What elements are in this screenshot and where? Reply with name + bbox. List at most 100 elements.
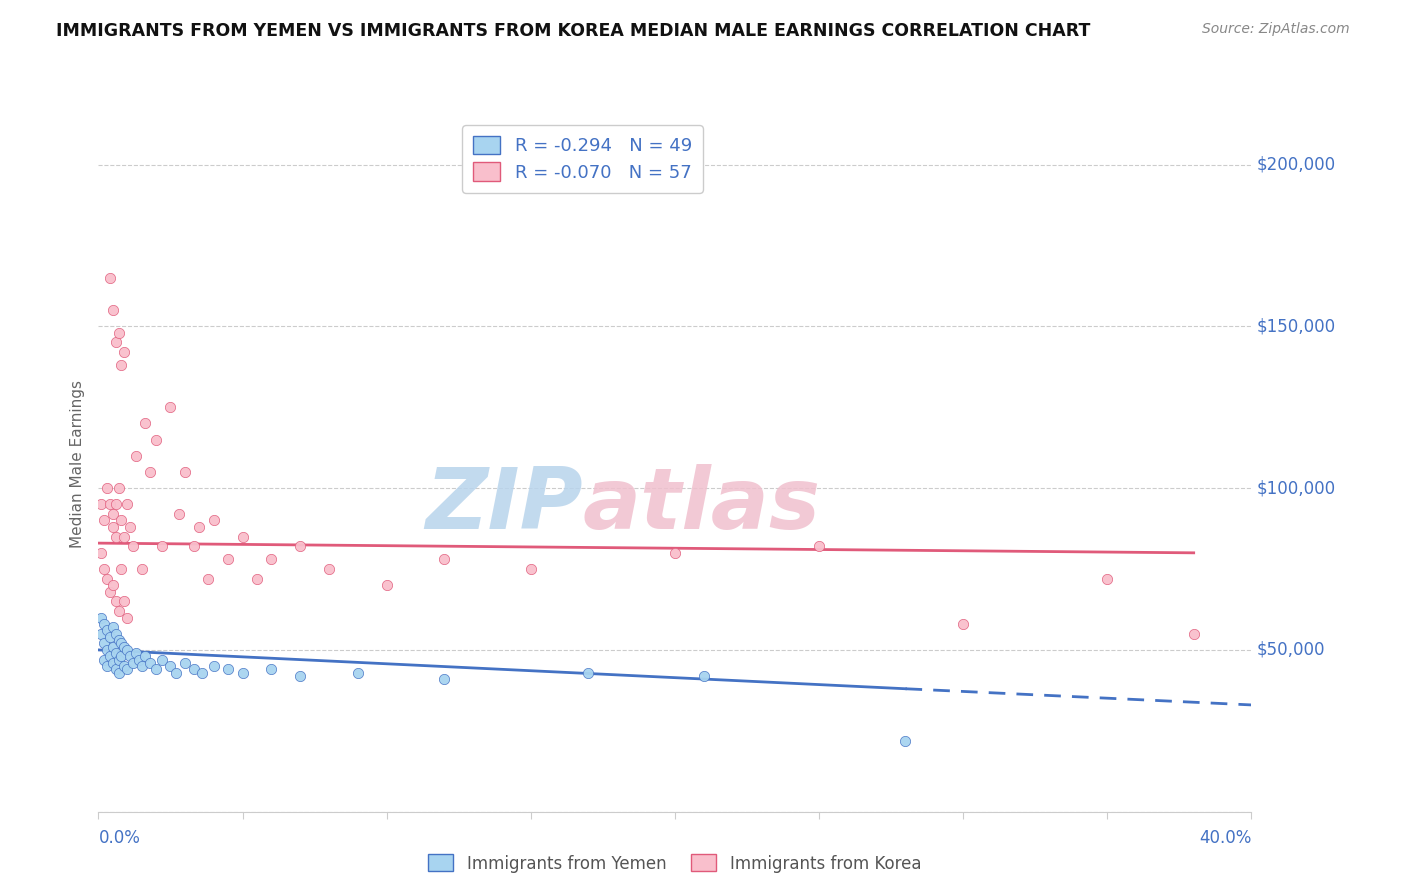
Point: [246, 572, 269, 586]
Point: [107, 652, 129, 666]
Point: [120, 649, 142, 664]
Point: [165, 665, 187, 680]
Point: [231, 530, 254, 544]
Point: [217, 662, 239, 676]
Point: [134, 649, 156, 664]
Point: [107, 633, 129, 648]
Point: [104, 646, 127, 660]
Text: ZIP: ZIP: [425, 464, 582, 547]
Point: [346, 665, 368, 680]
Point: [134, 417, 156, 431]
Point: [112, 345, 135, 359]
Point: [110, 636, 132, 650]
Text: 40.0%: 40.0%: [1199, 829, 1251, 847]
Point: [98, 649, 121, 664]
Point: [104, 594, 127, 608]
Point: [101, 640, 124, 654]
Point: [664, 546, 686, 560]
Point: [894, 733, 917, 747]
Point: [93, 617, 115, 632]
Point: [693, 669, 716, 683]
Point: [120, 520, 142, 534]
Point: [96, 572, 118, 586]
Point: [131, 659, 153, 673]
Point: [159, 401, 181, 415]
Point: [174, 465, 197, 479]
Point: [104, 626, 127, 640]
Point: [290, 669, 312, 683]
Text: $50,000: $50,000: [1257, 641, 1326, 659]
Point: [90, 497, 112, 511]
Point: [107, 326, 129, 340]
Point: [104, 335, 127, 350]
Point: [202, 513, 225, 527]
Point: [96, 643, 118, 657]
Point: [98, 270, 121, 285]
Point: [139, 656, 162, 670]
Point: [107, 481, 129, 495]
Point: [290, 540, 312, 554]
Point: [145, 433, 167, 447]
Point: [159, 659, 181, 673]
Point: [117, 662, 138, 676]
Point: [107, 604, 129, 618]
Point: [197, 572, 219, 586]
Point: [145, 662, 167, 676]
Point: [433, 552, 456, 566]
Point: [90, 546, 112, 560]
Point: [93, 513, 115, 527]
Point: [90, 626, 112, 640]
Point: [104, 497, 127, 511]
Text: 0.0%: 0.0%: [98, 829, 141, 847]
Point: [231, 665, 254, 680]
Point: [122, 540, 145, 554]
Text: $200,000: $200,000: [1257, 155, 1336, 174]
Text: Source: ZipAtlas.com: Source: ZipAtlas.com: [1202, 22, 1350, 37]
Point: [101, 507, 124, 521]
Point: [578, 665, 600, 680]
Point: [96, 624, 118, 638]
Point: [101, 656, 124, 670]
Point: [93, 652, 115, 666]
Point: [807, 540, 830, 554]
Point: [150, 540, 173, 554]
Point: [98, 630, 121, 644]
Point: [110, 562, 132, 576]
Point: [101, 578, 124, 592]
Point: [520, 562, 543, 576]
Text: IMMIGRANTS FROM YEMEN VS IMMIGRANTS FROM KOREA MEDIAN MALE EARNINGS CORRELATION : IMMIGRANTS FROM YEMEN VS IMMIGRANTS FROM…: [56, 22, 1091, 40]
Point: [98, 497, 121, 511]
Point: [125, 449, 148, 463]
Point: [104, 530, 127, 544]
Point: [260, 662, 283, 676]
Point: [217, 552, 239, 566]
Point: [174, 656, 197, 670]
Point: [104, 662, 127, 676]
Point: [117, 643, 138, 657]
Point: [107, 665, 129, 680]
Point: [139, 465, 162, 479]
Point: [117, 497, 138, 511]
Point: [117, 610, 138, 624]
Point: [112, 530, 135, 544]
Point: [122, 656, 145, 670]
Point: [96, 481, 118, 495]
Point: [191, 665, 214, 680]
Point: [1097, 572, 1119, 586]
Point: [125, 646, 148, 660]
Point: [110, 513, 132, 527]
Point: [90, 610, 112, 624]
Point: [260, 552, 283, 566]
Point: [433, 672, 456, 686]
Point: [167, 507, 190, 521]
Legend: Immigrants from Yemen, Immigrants from Korea: Immigrants from Yemen, Immigrants from K…: [422, 847, 928, 880]
Point: [952, 617, 974, 632]
Point: [318, 562, 340, 576]
Point: [93, 636, 115, 650]
Text: $150,000: $150,000: [1257, 318, 1336, 335]
Point: [112, 640, 135, 654]
Point: [110, 358, 132, 372]
Point: [98, 584, 121, 599]
Point: [1182, 626, 1205, 640]
Point: [202, 659, 225, 673]
